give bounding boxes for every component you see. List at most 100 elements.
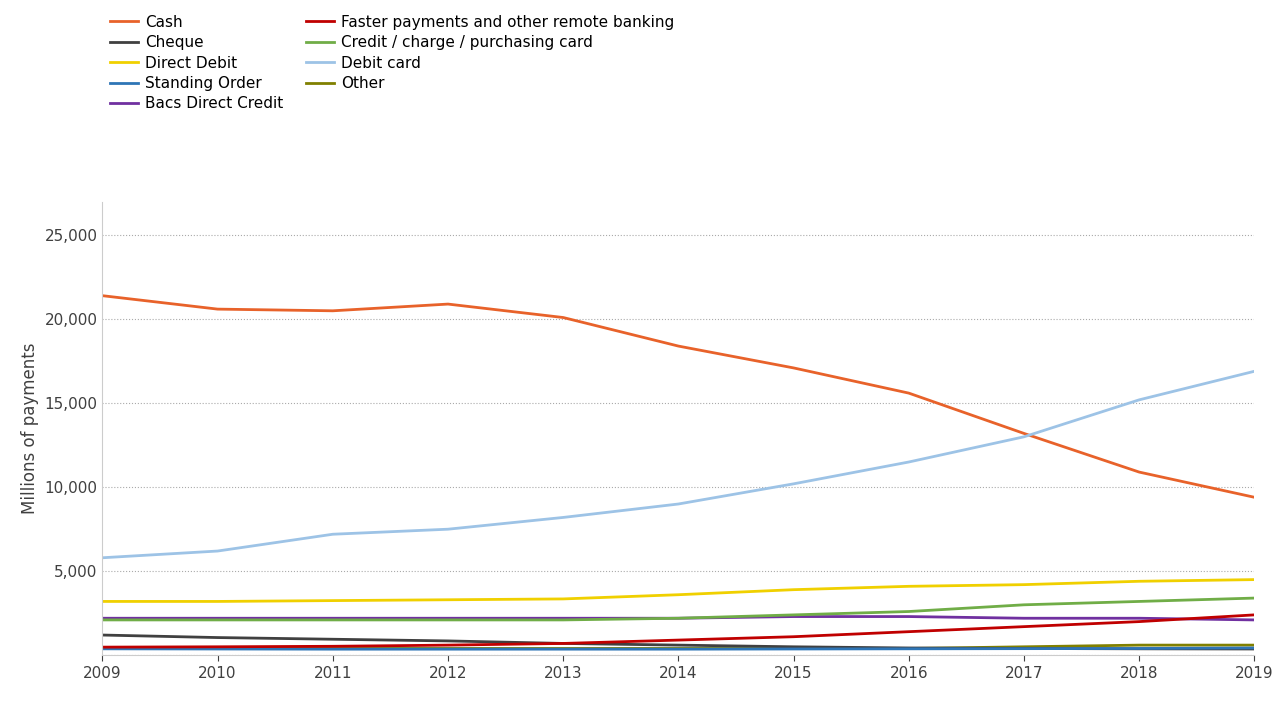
Debit card (786, 480, 801, 488)
Cheque (556, 639, 571, 648)
Bacs Direct Credit (556, 614, 571, 623)
Credit / charge / purchasing card (325, 616, 340, 624)
Other (1016, 642, 1032, 651)
Line: Bacs Direct Credit: Bacs Direct Credit (102, 616, 1254, 620)
Line: Faster payments and other remote banking: Faster payments and other remote banking (102, 615, 1254, 647)
Faster payments and other remote banking (325, 642, 340, 651)
Debit card (210, 546, 225, 555)
Faster payments and other remote banking (1247, 611, 1262, 619)
Line: Direct Debit: Direct Debit (102, 580, 1254, 601)
Direct Debit (556, 595, 571, 603)
Debit card (1016, 433, 1032, 441)
Direct Debit (325, 596, 340, 605)
Line: Other: Other (102, 645, 1254, 649)
Faster payments and other remote banking (556, 639, 571, 648)
Debit card (1247, 367, 1262, 376)
Direct Debit (440, 595, 456, 604)
Standing Order (671, 645, 686, 654)
Direct Debit (671, 590, 686, 599)
Cash (95, 292, 110, 300)
Credit / charge / purchasing card (556, 616, 571, 624)
Legend: Cash, Cheque, Direct Debit, Standing Order, Bacs Direct Credit, Faster payments : Cash, Cheque, Direct Debit, Standing Ord… (110, 15, 675, 111)
Bacs Direct Credit (325, 614, 340, 623)
Debit card (901, 458, 916, 467)
Cheque (1247, 644, 1262, 653)
Line: Credit / charge / purchasing card: Credit / charge / purchasing card (102, 598, 1254, 620)
Y-axis label: Millions of payments: Millions of payments (20, 343, 38, 514)
Bacs Direct Credit (95, 614, 110, 623)
Standing Order (325, 645, 340, 654)
Bacs Direct Credit (1132, 614, 1147, 623)
Standing Order (1247, 644, 1262, 652)
Cash (1247, 493, 1262, 502)
Cash (325, 307, 340, 315)
Credit / charge / purchasing card (786, 611, 801, 619)
Debit card (1132, 395, 1147, 404)
Faster payments and other remote banking (1016, 622, 1032, 631)
Cheque (440, 636, 456, 645)
Direct Debit (1016, 580, 1032, 589)
Standing Order (1132, 644, 1147, 653)
Standing Order (556, 645, 571, 654)
Cheque (210, 634, 225, 642)
Direct Debit (1247, 575, 1262, 584)
Direct Debit (95, 597, 110, 606)
Cheque (95, 631, 110, 639)
Bacs Direct Credit (1016, 614, 1032, 623)
Credit / charge / purchasing card (1247, 594, 1262, 603)
Credit / charge / purchasing card (1132, 597, 1147, 606)
Debit card (95, 554, 110, 562)
Bacs Direct Credit (210, 614, 225, 623)
Other (1132, 641, 1147, 649)
Other (671, 644, 686, 653)
Faster payments and other remote banking (95, 643, 110, 652)
Credit / charge / purchasing card (671, 614, 686, 623)
Credit / charge / purchasing card (1016, 600, 1032, 609)
Faster payments and other remote banking (671, 636, 686, 644)
Debit card (440, 525, 456, 534)
Faster payments and other remote banking (1132, 617, 1147, 626)
Cheque (1016, 644, 1032, 653)
Other (95, 644, 110, 653)
Cash (786, 364, 801, 372)
Standing Order (440, 645, 456, 654)
Other (901, 644, 916, 653)
Cheque (671, 641, 686, 649)
Credit / charge / purchasing card (901, 607, 916, 616)
Bacs Direct Credit (786, 612, 801, 621)
Faster payments and other remote banking (210, 642, 225, 651)
Faster payments and other remote banking (901, 627, 916, 636)
Cash (1016, 429, 1032, 438)
Debit card (325, 530, 340, 539)
Cash (440, 300, 456, 308)
Standing Order (786, 644, 801, 653)
Cash (556, 313, 571, 322)
Cash (1132, 468, 1147, 477)
Credit / charge / purchasing card (440, 616, 456, 624)
Direct Debit (210, 597, 225, 606)
Cheque (901, 644, 916, 652)
Cheque (786, 642, 801, 651)
Line: Debit card: Debit card (102, 372, 1254, 558)
Cash (671, 342, 686, 351)
Standing Order (210, 644, 225, 653)
Faster payments and other remote banking (440, 641, 456, 649)
Credit / charge / purchasing card (210, 616, 225, 624)
Line: Standing Order: Standing Order (102, 648, 1254, 649)
Bacs Direct Credit (1247, 616, 1262, 624)
Direct Debit (786, 585, 801, 594)
Cheque (325, 635, 340, 644)
Other (210, 644, 225, 653)
Bacs Direct Credit (901, 612, 916, 621)
Cheque (1132, 644, 1147, 653)
Debit card (671, 500, 686, 508)
Standing Order (95, 644, 110, 653)
Standing Order (1016, 644, 1032, 653)
Credit / charge / purchasing card (95, 616, 110, 624)
Line: Cash: Cash (102, 296, 1254, 498)
Other (786, 644, 801, 653)
Cash (210, 305, 225, 313)
Bacs Direct Credit (440, 614, 456, 623)
Standing Order (901, 644, 916, 653)
Direct Debit (901, 582, 916, 590)
